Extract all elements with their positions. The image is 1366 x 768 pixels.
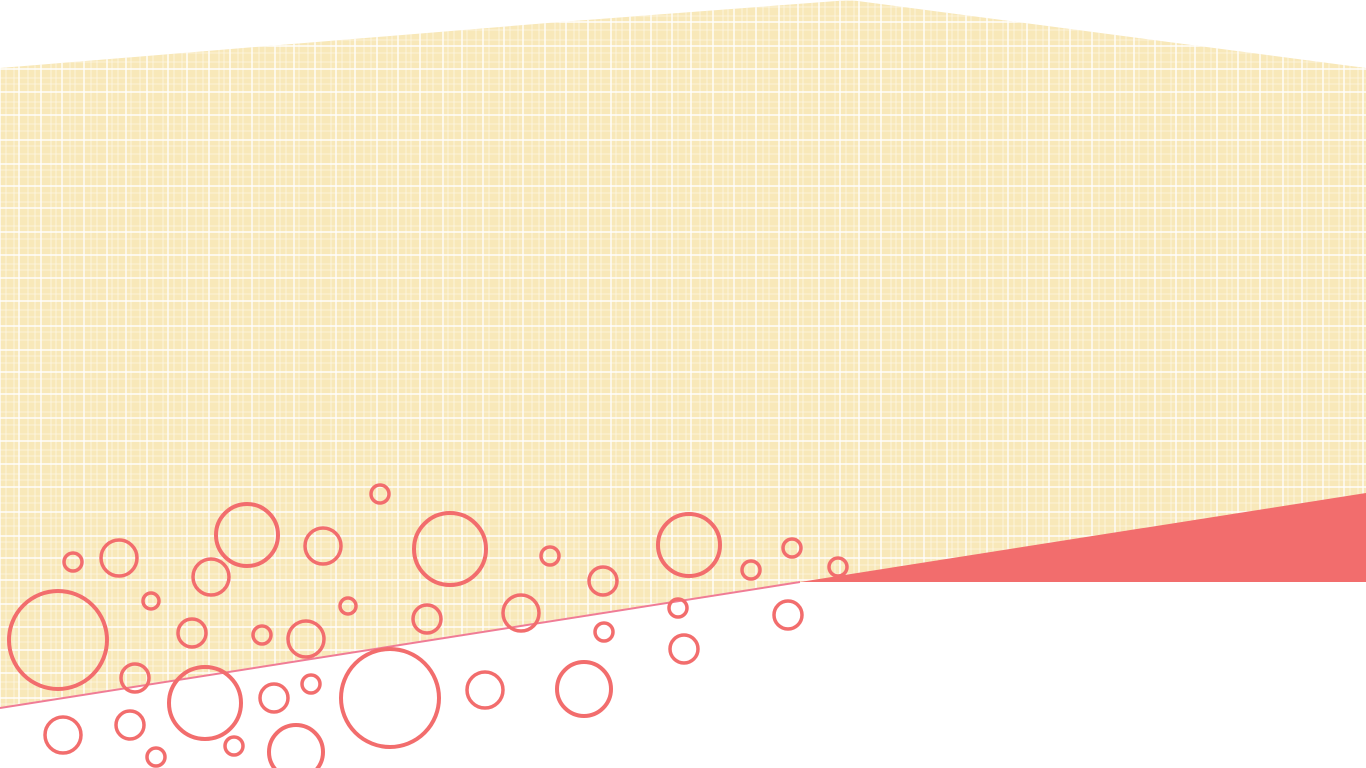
bubble-circle xyxy=(339,647,441,749)
bubble-circle xyxy=(258,682,290,714)
bubble-circle xyxy=(167,665,243,741)
bubble-circle xyxy=(827,556,849,578)
bubble-circle xyxy=(267,723,325,768)
bubble-circle xyxy=(740,559,762,581)
bubble-circle xyxy=(114,709,146,741)
bubble-circle xyxy=(772,599,804,631)
bubble-circle xyxy=(667,597,689,619)
bubble-circle xyxy=(141,591,161,611)
bubble-cluster xyxy=(7,483,849,768)
bubble-circle xyxy=(303,526,343,566)
bubble-circle xyxy=(412,511,488,587)
bubble-circle xyxy=(62,551,84,573)
bubble-circle xyxy=(7,589,109,691)
bubble-circle xyxy=(465,670,505,710)
bubble-circle xyxy=(668,633,700,665)
bubble-circle xyxy=(656,512,722,578)
bubble-circle xyxy=(99,538,139,578)
bubble-circle xyxy=(119,662,151,694)
bubble-circle xyxy=(214,502,280,568)
bubble-circle xyxy=(286,619,326,659)
bubble-circle xyxy=(369,483,391,505)
bubble-circle xyxy=(501,593,541,633)
bubble-circle xyxy=(223,735,245,757)
bubble-circle xyxy=(300,673,322,695)
bubble-circle xyxy=(593,621,615,643)
coral-accent-wedge xyxy=(800,493,1366,582)
bubble-circle xyxy=(587,565,619,597)
bubble-circle xyxy=(191,557,231,597)
bubble-circle xyxy=(43,715,83,755)
bubble-circle xyxy=(781,537,803,559)
bubble-circle xyxy=(555,660,613,718)
bubble-circle xyxy=(338,596,358,616)
bubble-circle xyxy=(539,545,561,567)
bubble-circle xyxy=(411,603,443,635)
pink-divider-line xyxy=(0,581,801,709)
bubble-circle xyxy=(176,617,208,649)
bubble-circle xyxy=(145,746,167,768)
bubble-circle xyxy=(251,624,273,646)
